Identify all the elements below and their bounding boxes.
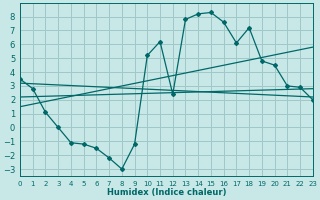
X-axis label: Humidex (Indice chaleur): Humidex (Indice chaleur) — [107, 188, 226, 197]
